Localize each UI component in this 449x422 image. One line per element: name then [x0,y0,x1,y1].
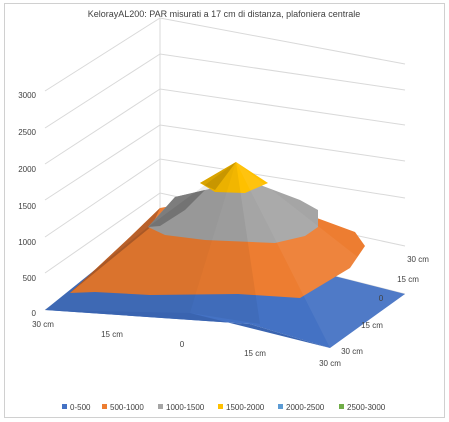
z-tick-label: 2000 [18,165,36,174]
surface [45,162,405,348]
legend-swatch-2000-2500 [278,404,283,409]
legend-label: 2000-2500 [286,403,325,412]
z-tick-label: 1500 [18,202,36,211]
y-tick-label: 0 [379,294,384,303]
legend-swatch-2500-3000 [339,404,344,409]
legend-swatch-500-1000 [102,404,107,409]
gridline-3000 [44,17,406,92]
legend-swatch-0-500 [62,404,67,409]
surface-facet [190,162,260,324]
legend-label: 0-500 [70,403,91,412]
y-tick-label: 30 cm [407,255,429,264]
z-tick-label: 1000 [18,238,36,247]
z-tick-label: 500 [23,274,37,283]
x-tick-label: 0 [180,340,185,349]
x-tick-label: 30 cm [32,320,54,329]
y-tick-label: 15 cm [361,321,383,330]
x-tick-label: 15 cm [244,349,266,358]
surface-facet [45,162,236,313]
surface-band-0-500-front [45,310,330,348]
y-tick-label: 30 cm [341,347,363,356]
surface-facet [236,162,405,348]
legend-label: 500-1000 [110,403,144,412]
chart-title: KelorayAL200: PAR misurati a 17 cm di di… [88,9,360,19]
legend-swatch-1000-1500 [158,404,163,409]
z-axis-labels: 0 500 1000 1500 2000 2500 3000 [18,91,36,318]
x-tick-label: 15 cm [101,330,123,339]
x-tick-label: 30 cm [319,359,341,368]
y-axis-labels: 30 cm 15 cm 0 15 cm 30 cm [341,255,429,356]
y-tick-label: 15 cm [397,275,419,284]
x-axis-labels: 30 cm 15 cm 0 15 cm 30 cm [32,320,341,368]
legend: 0-500 500-1000 1000-1500 1500-2000 2000-… [62,403,386,412]
legend-label: 2500-3000 [347,403,386,412]
legend-label: 1000-1500 [166,403,205,412]
z-tick-label: 3000 [18,91,36,100]
z-tick-label: 2500 [18,128,36,137]
legend-swatch-1500-2000 [218,404,223,409]
z-tick-label: 0 [32,309,37,318]
legend-label: 1500-2000 [226,403,265,412]
surface-band-1000-1500-shade [148,190,205,227]
surface-band-1500-2000-shade [200,162,236,190]
